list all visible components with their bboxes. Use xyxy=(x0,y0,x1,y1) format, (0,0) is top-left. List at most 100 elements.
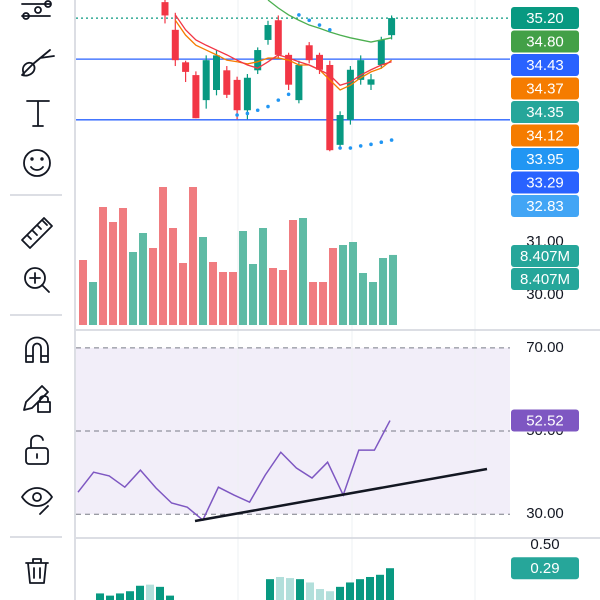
price-tag-label: 8.407M xyxy=(520,248,570,265)
bar xyxy=(116,593,124,600)
candle-body xyxy=(346,69,354,120)
sar-dot xyxy=(358,144,363,148)
bar xyxy=(149,248,157,325)
bar xyxy=(336,586,344,600)
pattern-tool[interactable] xyxy=(21,0,52,20)
bar xyxy=(136,585,144,600)
candle-body xyxy=(274,20,282,55)
candle-body xyxy=(192,75,200,119)
delete-tool[interactable] xyxy=(25,558,49,584)
magnet-tool[interactable] xyxy=(25,336,49,363)
zoom-tool[interactable] xyxy=(24,267,50,293)
price-tag-box xyxy=(511,101,579,123)
candle-body xyxy=(264,25,272,40)
price-tag-label: 8.407M xyxy=(520,271,570,288)
bar xyxy=(109,222,117,325)
bar xyxy=(129,252,137,325)
bar xyxy=(179,263,187,325)
y-tick-label: 30.00 xyxy=(526,286,564,303)
price-tag-box xyxy=(511,195,579,217)
bar xyxy=(89,282,97,325)
candle-body xyxy=(367,79,375,85)
sar-dot xyxy=(286,92,291,97)
bar xyxy=(319,282,327,325)
bar xyxy=(369,282,377,325)
sar-dot xyxy=(266,104,270,109)
candle-body xyxy=(223,70,231,95)
bar xyxy=(289,220,297,325)
price-tag-label: 34.37 xyxy=(526,80,564,97)
bar xyxy=(286,578,294,600)
bar xyxy=(366,576,374,600)
price-tag-label: 34.12 xyxy=(526,127,564,144)
bar xyxy=(119,208,127,325)
lock-tool[interactable] xyxy=(25,434,49,465)
sar-dot xyxy=(276,98,281,102)
sar-dot xyxy=(389,138,394,142)
bar xyxy=(156,586,164,600)
bar xyxy=(279,270,287,325)
bar xyxy=(249,264,257,325)
candle-body xyxy=(295,64,303,101)
candle-body xyxy=(316,54,323,70)
trend-line[interactable] xyxy=(194,467,488,523)
candle-body xyxy=(388,18,396,36)
bar xyxy=(346,582,354,600)
bar xyxy=(349,242,357,325)
moving-average xyxy=(174,19,392,91)
bar xyxy=(379,258,387,325)
bar xyxy=(329,248,337,325)
bar xyxy=(209,262,217,325)
bar xyxy=(326,591,334,600)
sar-dot xyxy=(369,142,373,147)
bar xyxy=(219,272,227,325)
candle-body xyxy=(161,2,169,16)
brush-tool[interactable] xyxy=(21,49,55,77)
price-tag-label: 32.83 xyxy=(526,198,564,215)
bar xyxy=(309,282,317,325)
price-tag-label: 33.95 xyxy=(526,151,564,168)
bar xyxy=(79,260,87,325)
bar xyxy=(239,231,247,325)
text-tool[interactable] xyxy=(26,100,50,127)
toolbar xyxy=(10,0,62,584)
bar xyxy=(389,254,397,325)
sar-dot xyxy=(348,146,353,150)
lock-drawings-tool[interactable] xyxy=(23,385,51,413)
candle-body xyxy=(243,77,251,111)
visibility-tool[interactable] xyxy=(21,487,53,515)
bar xyxy=(99,207,107,325)
sar-dot xyxy=(317,23,322,27)
price-tag-box xyxy=(511,54,579,76)
price-tag-label: 34.35 xyxy=(526,104,564,121)
price-tag-box xyxy=(511,124,579,147)
bar xyxy=(169,228,177,325)
bar xyxy=(359,273,367,325)
y-tick-label: 30.00 xyxy=(526,505,564,522)
candle-body xyxy=(336,115,344,145)
bar xyxy=(139,233,147,325)
bar xyxy=(159,187,167,325)
bar xyxy=(259,228,267,325)
price-tag-label: 35.20 xyxy=(526,10,564,27)
bar xyxy=(306,582,314,600)
emoji-tool[interactable] xyxy=(23,149,51,177)
bar xyxy=(339,245,347,325)
price-tag-box xyxy=(511,245,579,267)
candle-body xyxy=(254,50,262,71)
candle-body xyxy=(213,55,220,91)
sar-dot xyxy=(379,140,384,144)
candle-body xyxy=(233,79,241,111)
plots xyxy=(76,0,510,600)
y-tick-label: 70.00 xyxy=(526,339,564,356)
bar xyxy=(316,589,324,600)
sar-dot xyxy=(255,108,260,113)
ruler-tool[interactable] xyxy=(21,217,53,249)
sar-dot xyxy=(245,111,250,116)
bar xyxy=(269,268,277,325)
price-tag-label: 33.29 xyxy=(526,174,564,191)
sar-dot xyxy=(297,13,301,17)
price-scale: 70.0050.0030.0052.520.500.2931.0030.0035… xyxy=(511,7,579,580)
price-tag-box xyxy=(511,148,579,170)
